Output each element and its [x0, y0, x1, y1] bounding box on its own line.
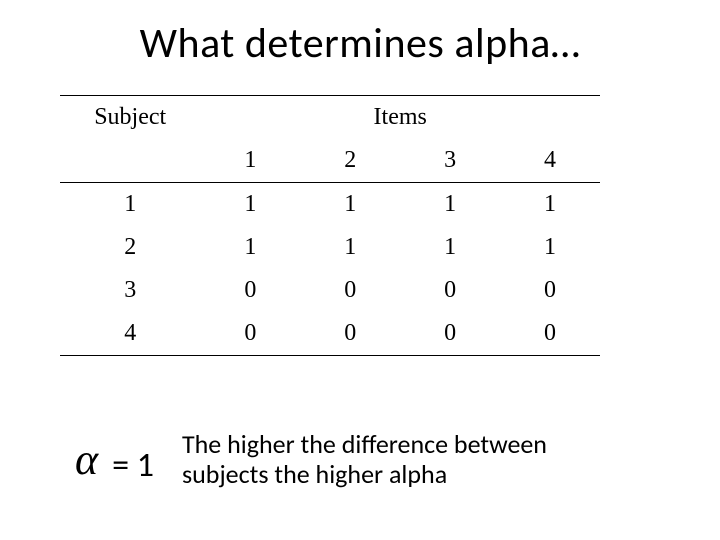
table-header-row: Subject Items [60, 96, 600, 140]
cell: 0 [200, 312, 300, 356]
cell: 0 [300, 269, 400, 312]
cell-subject: 4 [60, 312, 200, 356]
page-title: What determines alpha… [0, 18, 720, 69]
table-row: 2 1 1 1 1 [60, 226, 600, 269]
cell: 0 [400, 269, 500, 312]
col-header-items: Items [200, 96, 600, 140]
data-table: Subject Items 1 2 3 4 1 1 1 1 1 2 1 1 [60, 95, 600, 356]
cell: 1 [300, 183, 400, 227]
cell-subject: 1 [60, 183, 200, 227]
table-row: 3 0 0 0 0 [60, 269, 600, 312]
cell: 1 [500, 183, 600, 227]
col-subheader-4: 4 [500, 139, 600, 183]
cell: 1 [400, 226, 500, 269]
cell-subject: 2 [60, 226, 200, 269]
slide: What determines alpha… Subject Items 1 2… [0, 0, 720, 540]
cell: 1 [500, 226, 600, 269]
cell: 0 [500, 312, 600, 356]
table-row: 4 0 0 0 0 [60, 312, 600, 356]
alpha-caption-row: α = 1 The higher the difference between … [75, 430, 700, 490]
cell: 1 [200, 183, 300, 227]
col-subheader-blank [60, 139, 200, 183]
cell: 1 [200, 226, 300, 269]
cell: 0 [500, 269, 600, 312]
col-subheader-3: 3 [400, 139, 500, 183]
col-subheader-2: 2 [300, 139, 400, 183]
col-header-subject: Subject [60, 96, 200, 140]
col-subheader-1: 1 [200, 139, 300, 183]
cell-subject: 3 [60, 269, 200, 312]
cell: 0 [400, 312, 500, 356]
cell: 1 [300, 226, 400, 269]
alpha-value: = 1 [104, 445, 182, 486]
cell: 1 [400, 183, 500, 227]
table-row: 1 1 1 1 1 [60, 183, 600, 227]
cell: 0 [200, 269, 300, 312]
table-subheader-row: 1 2 3 4 [60, 139, 600, 183]
caption-text: The higher the difference between subjec… [182, 430, 622, 490]
cell: 0 [300, 312, 400, 356]
alpha-symbol: α [75, 438, 104, 482]
